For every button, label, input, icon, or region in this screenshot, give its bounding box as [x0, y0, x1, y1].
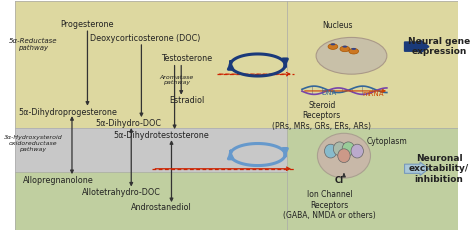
Text: mRNA: mRNA: [362, 91, 383, 97]
Ellipse shape: [340, 46, 350, 52]
Text: Testosterone: Testosterone: [162, 54, 212, 63]
Bar: [15, 1, 287, 128]
Ellipse shape: [325, 144, 337, 158]
Ellipse shape: [316, 37, 387, 74]
Text: Cl: Cl: [335, 176, 344, 185]
Ellipse shape: [342, 46, 347, 48]
Text: 5α-Dihydroprogesterone: 5α-Dihydroprogesterone: [18, 108, 117, 117]
Bar: [15, 128, 287, 172]
Ellipse shape: [351, 48, 356, 50]
Text: Steroid
Receptors
(PRs, MRs, GRs, ERs, ARs): Steroid Receptors (PRs, MRs, GRs, ERs, A…: [273, 101, 371, 131]
FancyArrow shape: [404, 162, 429, 175]
Bar: [287, 1, 457, 128]
Text: Progesterone: Progesterone: [61, 20, 114, 29]
Text: Nucleus: Nucleus: [322, 21, 353, 30]
Ellipse shape: [328, 44, 338, 49]
Text: Estradiol: Estradiol: [169, 96, 205, 105]
Text: DNA: DNA: [321, 90, 337, 96]
Bar: [287, 128, 457, 230]
Ellipse shape: [333, 142, 346, 156]
FancyArrow shape: [404, 40, 429, 53]
Text: Neural gene
expression: Neural gene expression: [408, 37, 470, 56]
Ellipse shape: [330, 43, 335, 45]
Ellipse shape: [342, 142, 355, 156]
Text: 5α-Dihydro-DOC: 5α-Dihydro-DOC: [95, 119, 161, 128]
Text: Neuronal
excitability/
inhibition: Neuronal excitability/ inhibition: [409, 154, 469, 184]
Text: Aromatase
pathway: Aromatase pathway: [160, 75, 194, 85]
Text: Cytoplasm: Cytoplasm: [366, 137, 407, 146]
Ellipse shape: [351, 144, 364, 158]
Text: Allopregnanolone: Allopregnanolone: [23, 176, 94, 185]
Ellipse shape: [318, 133, 371, 178]
Text: Ion Channel
Receptors
(GABA, NMDA or others): Ion Channel Receptors (GABA, NMDA or oth…: [283, 190, 376, 220]
Bar: [15, 172, 287, 230]
Text: Allotetrahydro-DOC: Allotetrahydro-DOC: [82, 188, 161, 197]
Text: Deoxycorticosterone (DOC): Deoxycorticosterone (DOC): [90, 34, 200, 43]
Text: 5α-Dihydrotestosterone: 5α-Dihydrotestosterone: [113, 131, 209, 140]
Text: 5α-Reductase
pathway: 5α-Reductase pathway: [9, 38, 57, 51]
Text: Androstanediol: Androstanediol: [131, 203, 191, 212]
Ellipse shape: [338, 149, 350, 163]
Ellipse shape: [349, 49, 358, 54]
Text: 3α-Hydroxysteroid
oxidoreductase
pathway: 3α-Hydroxysteroid oxidoreductase pathway: [4, 135, 63, 152]
